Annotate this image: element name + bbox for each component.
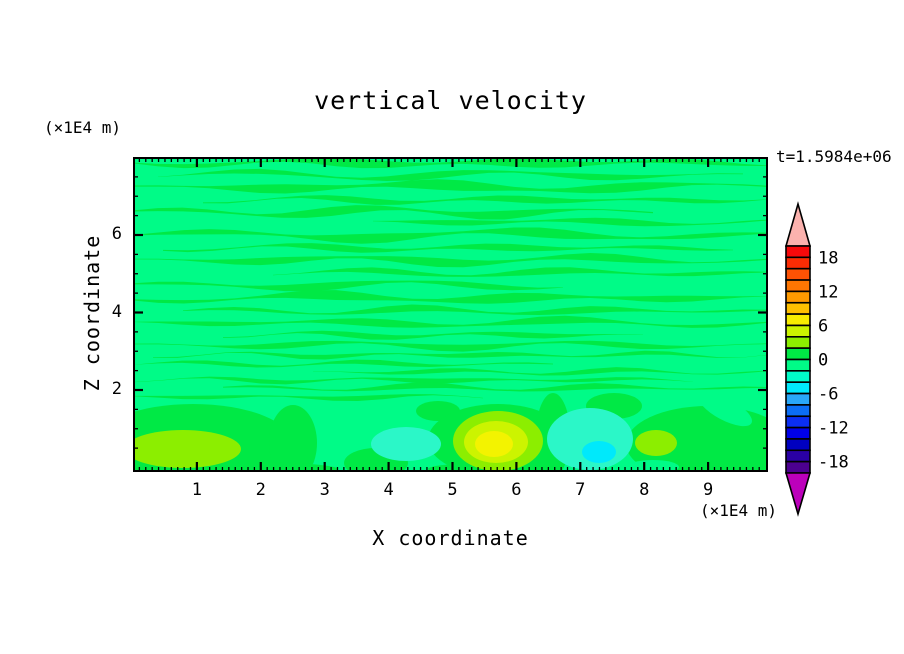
colorbar-cell xyxy=(785,404,811,418)
contour-blob xyxy=(133,430,241,468)
contour-streak xyxy=(158,168,743,181)
colorbar: 18 12 6 0 -6 -12 -18 xyxy=(770,198,904,528)
x-tick-label: 9 xyxy=(702,480,714,500)
contour-streak xyxy=(133,179,768,194)
x-tick-label: 4 xyxy=(383,480,394,500)
colorbar-tick-label: 12 xyxy=(818,282,838,302)
contour-streak xyxy=(133,290,768,304)
plot-area xyxy=(133,157,768,472)
colorbar-cell xyxy=(785,358,811,372)
colorbar-over-arrow xyxy=(784,201,812,247)
contour-streak xyxy=(223,330,643,340)
y-tick-label: 6 xyxy=(111,224,122,244)
colorbar-tick-label: -18 xyxy=(818,453,849,473)
contour-streak xyxy=(133,340,768,352)
x-tick-label: 3 xyxy=(319,480,330,500)
colorbar-cell xyxy=(785,381,811,395)
x-axis-unit-label: (×1E4 m) xyxy=(699,501,777,520)
contour-streak xyxy=(153,350,768,360)
colorbar-svg: 18 12 6 0 -6 -12 -18 xyxy=(784,201,849,517)
colorbar-cell xyxy=(785,313,811,327)
colorbar-cell xyxy=(785,347,811,361)
colorbar-cell xyxy=(785,415,811,429)
colorbar-tick-label: 0 xyxy=(818,351,828,371)
colorbar-under-arrow xyxy=(784,472,812,517)
colorbar-cell xyxy=(785,245,811,259)
contour-streak xyxy=(223,382,768,392)
contour-streak xyxy=(373,217,768,227)
plot-frame xyxy=(133,157,768,472)
x-axis-title: X coordinate xyxy=(372,526,529,550)
colorbar-cell xyxy=(785,290,811,304)
x-tick-label: 8 xyxy=(639,480,650,500)
colorbar-cell xyxy=(785,301,811,315)
x-tick-label: 7 xyxy=(575,480,586,500)
colorbar-cell xyxy=(785,426,811,440)
contour-streak xyxy=(163,243,733,253)
x-tick-label: 6 xyxy=(511,480,522,500)
contour-streak xyxy=(133,359,553,368)
contour-streak xyxy=(133,315,768,328)
contour-blob xyxy=(627,460,679,472)
colorbar-cell xyxy=(785,324,811,338)
colorbar-tick-label: -6 xyxy=(818,385,838,405)
contour-blob xyxy=(269,405,317,472)
contour-streak xyxy=(133,376,693,385)
colorbar-cell xyxy=(785,256,811,270)
contour-field xyxy=(133,157,768,472)
contour-streak xyxy=(133,280,563,292)
y-tick-label: 2 xyxy=(111,379,122,399)
contour-streak xyxy=(183,304,768,315)
contour-streak xyxy=(133,394,483,401)
colorbar-cell xyxy=(785,267,811,281)
chart-title: vertical velocity xyxy=(314,86,587,115)
time-annotation: t=1.5984e+06 xyxy=(776,147,892,166)
colorbar-cell xyxy=(785,460,811,474)
contour-blob xyxy=(371,427,441,461)
contour-blob xyxy=(582,441,616,463)
colorbar-tick-label: 6 xyxy=(818,316,828,336)
contour-streak xyxy=(133,253,768,268)
colorbar-tick-label: -12 xyxy=(818,419,849,439)
colorbar-cell xyxy=(785,438,811,452)
colorbar-cell xyxy=(785,392,811,406)
contour-streak xyxy=(273,267,768,277)
y-tick-label: 4 xyxy=(111,301,122,322)
contour-blob xyxy=(698,391,752,427)
x-tick-label: 1 xyxy=(191,480,203,500)
colorbar-tick-label: 18 xyxy=(818,248,838,268)
contour-streak xyxy=(313,367,768,376)
colorbar-cell xyxy=(785,370,811,384)
colorbar-cell xyxy=(785,449,811,463)
y-axis-unit-label: (×1E4 m) xyxy=(44,118,122,137)
x-tick-label: 2 xyxy=(255,480,266,500)
colorbar-cell xyxy=(785,336,811,349)
contour-blob xyxy=(635,430,677,456)
colorbar-cell xyxy=(785,279,811,293)
contour-blob xyxy=(475,431,513,457)
contour-streak xyxy=(133,157,768,169)
contour-streak xyxy=(203,195,768,205)
x-tick-label: 5 xyxy=(447,480,458,500)
contour-streak xyxy=(133,205,653,220)
